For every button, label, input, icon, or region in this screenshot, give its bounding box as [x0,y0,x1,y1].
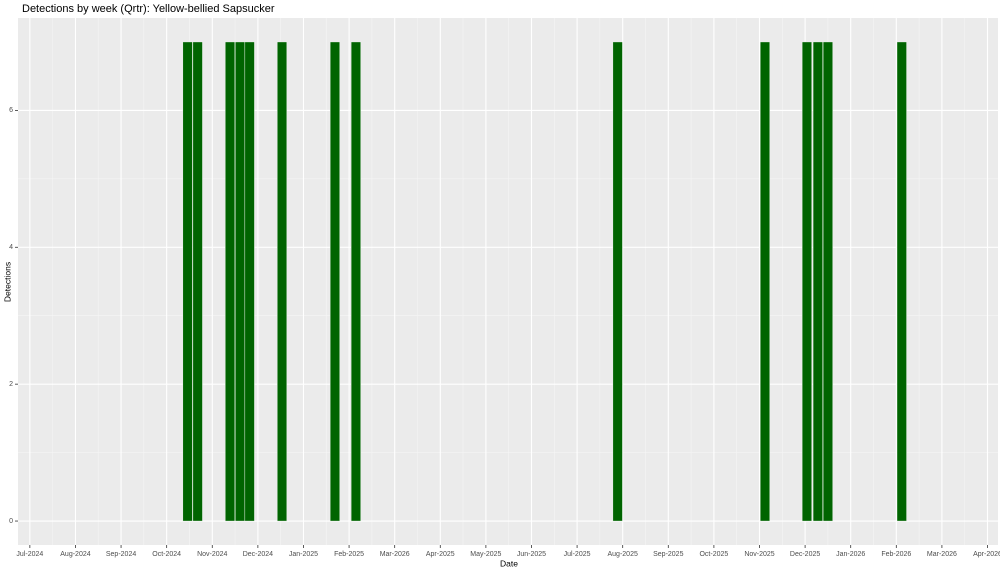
y-tick-label: 4 [9,244,13,251]
x-tick-label: Aug-2024 [60,551,90,558]
bar [225,41,236,522]
bar [244,41,255,522]
bar [192,41,203,522]
y-tick-label: 2 [9,381,13,388]
bar [801,41,812,522]
x-tick-label: Feb-2026 [881,551,911,558]
y-tick-label: 6 [9,107,13,114]
x-tick-label: Dec-2025 [790,551,820,558]
x-tick-label: Sep-2024 [106,551,136,558]
x-tick-label: Oct-2025 [699,551,728,558]
x-axis-label: Date [500,558,518,568]
x-tick-label: May-2025 [470,551,501,558]
x-tick-label: Jul-2024 [16,551,43,558]
x-tick-label: Nov-2024 [197,551,227,558]
bar [822,41,833,522]
x-tick-label: Apr-2025 [426,551,455,558]
x-tick-label: Jun-2025 [517,551,546,558]
plot-panel [18,18,998,545]
x-tick-label: Apr-2026 [973,551,1000,558]
x-tick-label: Jan-2026 [836,551,865,558]
x-tick-label: Jul-2025 [564,551,591,558]
bar [812,41,823,522]
bar [235,41,246,522]
x-tick-label: Sep-2025 [653,551,683,558]
x-tick-label: Oct-2024 [152,551,181,558]
x-tick-label: Aug-2025 [608,551,638,558]
bar [612,41,623,522]
bar [329,41,340,522]
y-tick-label: 0 [9,518,13,525]
x-tick-label: Mar-2026 [380,551,410,558]
y-axis-label: Detections [2,262,12,302]
x-tick-label: Nov-2025 [744,551,774,558]
x-tick-label: Jan-2025 [289,551,318,558]
bar [277,41,288,522]
bar [182,41,193,522]
x-tick-label: Feb-2025 [334,551,364,558]
bar [896,41,907,522]
bar [350,41,361,522]
x-tick-label: Mar-2026 [927,551,957,558]
x-tick-label: Dec-2024 [243,551,273,558]
bar [759,41,770,522]
chart-title: Detections by week (Qrtr): Yellow-bellie… [22,3,275,15]
